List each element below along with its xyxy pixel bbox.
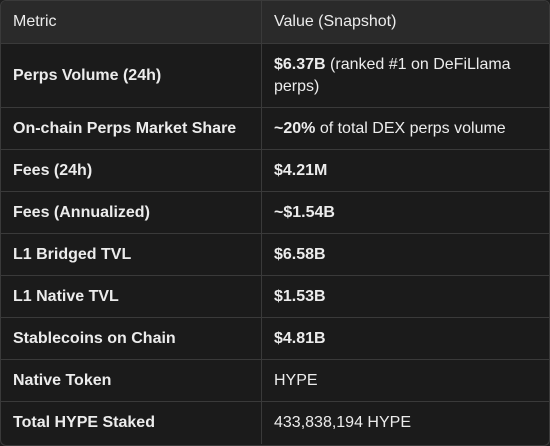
value-cell: HYPE [262,360,549,401]
value-detail: of total DEX perps volume [315,119,506,137]
table-row: Total HYPE Staked 433,838,194 HYPE [1,402,549,444]
table-row: L1 Native TVL $1.53B [1,276,549,318]
metric-cell: Fees (Annualized) [1,192,262,233]
metric-cell: Perps Volume (24h) [1,44,262,107]
table-row: Perps Volume (24h) $6.37B (ranked #1 on … [1,44,549,108]
table-row: Stablecoins on Chain $4.81B [1,318,549,360]
table-row: On-chain Perps Market Share ~20% of tota… [1,108,549,150]
value-detail: HYPE [274,371,318,389]
value-highlight: $4.81B [274,329,326,347]
value-cell: ~20% of total DEX perps volume [262,108,549,149]
value-cell: $6.37B (ranked #1 on DeFiLlama perps) [262,44,549,107]
value-cell: $4.21M [262,150,549,191]
value-cell: $4.81B [262,318,549,359]
value-highlight: ~20% [274,119,316,137]
metric-cell: L1 Native TVL [1,276,262,317]
value-detail: 433,838,194 HYPE [274,414,411,431]
metric-cell: On-chain Perps Market Share [1,108,262,149]
header-value: Value (Snapshot) [274,13,397,30]
metric-cell: Stablecoins on Chain [1,318,262,359]
metric-cell: Native Token [1,360,262,401]
table-row: Fees (24h) $4.21M [1,150,549,192]
value-cell: 433,838,194 HYPE [262,402,549,444]
value-highlight: ~$1.54B [274,203,335,221]
value-detail: (ranked #1 on DeFiLlama perps) [274,55,511,95]
value-highlight: $6.58B [274,245,326,263]
table-row: Native Token HYPE [1,360,549,402]
table-row: Fees (Annualized) ~$1.54B [1,192,549,234]
table-row: L1 Bridged TVL $6.58B [1,234,549,276]
header-metric: Metric [1,1,262,43]
metric-cell: Fees (24h) [1,150,262,191]
value-cell: $6.58B [262,234,549,275]
table-header-row: Metric Value (Snapshot) [1,1,549,44]
value-highlight: $6.37B [274,55,326,73]
metric-cell: L1 Bridged TVL [1,234,262,275]
metric-cell: Total HYPE Staked [1,402,262,444]
value-cell: ~$1.54B [262,192,549,233]
value-highlight: $1.53B [274,287,326,305]
value-highlight: $4.21M [274,161,328,179]
value-cell: $1.53B [262,276,549,317]
